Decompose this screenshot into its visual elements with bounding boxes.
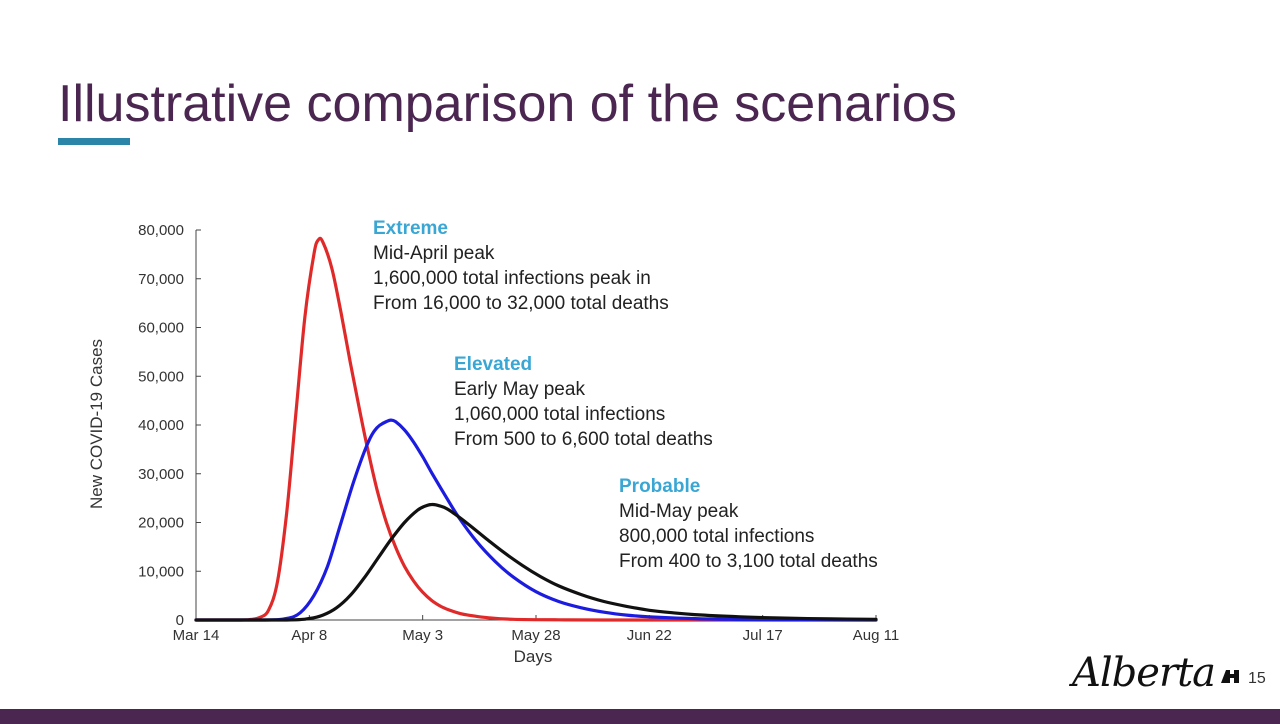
- scenario-line-chart: 0 10,000 20,000 30,000 40,000 50,000 60,000 70,…: [87, 222, 899, 666]
- annotation-elevated-line: 1,060,000 total infections: [454, 404, 666, 425]
- annotation-elevated-line: From 500 to 6,600 total deaths: [454, 429, 713, 450]
- annotation-extreme-line: 1,600,000 total infections peak in: [373, 268, 651, 289]
- x-tick-label: Jul 17: [743, 627, 783, 644]
- x-tick-label: Jun 22: [627, 627, 672, 644]
- annotation-extreme-line: From 16,000 to 32,000 total deaths: [373, 293, 669, 314]
- annotation-probable-title: Probable: [619, 476, 701, 497]
- series-line-extreme: [194, 236, 878, 622]
- y-tick-label: 70,000: [138, 271, 184, 288]
- x-tick-label: Apr 8: [291, 627, 327, 644]
- y-tick-label: 10,000: [138, 563, 184, 580]
- alberta-logo: Alberta: [1072, 648, 1252, 704]
- x-tick-label: May 28: [511, 627, 560, 644]
- annotation-elevated: Elevated Early May peak 1,060,000 total …: [454, 352, 713, 452]
- x-tick-label: Aug 11: [853, 627, 899, 644]
- y-tick-label: 0: [176, 612, 184, 629]
- x-tick-label: Mar 14: [173, 627, 220, 644]
- y-tick-label: 60,000: [138, 320, 184, 337]
- alberta-logo-wordmark: Alberta: [1072, 650, 1216, 696]
- annotation-elevated-title: Elevated: [454, 354, 533, 375]
- series-line-elevated: [194, 418, 878, 622]
- annotation-probable-line: 800,000 total infections: [619, 526, 815, 547]
- y-tick-label: 20,000: [138, 515, 184, 532]
- page-number: 15: [1248, 670, 1266, 687]
- slide-title: Illustrative comparison of the scenarios: [58, 75, 957, 133]
- annotation-extreme-line: Mid-April peak: [373, 243, 495, 264]
- chart-tick-labels: 0 10,000 20,000 30,000 40,000 50,000 60,000 70,…: [138, 222, 899, 644]
- y-tick-label: 50,000: [138, 368, 184, 385]
- series-line-probable: [194, 502, 878, 622]
- title-underline: [58, 138, 130, 145]
- footer-bar: [0, 709, 1280, 724]
- x-axis-label: Days: [514, 647, 553, 666]
- annotation-extreme: Extreme Mid-April peak 1,600,000 total i…: [373, 216, 669, 316]
- annotation-extreme-title: Extreme: [373, 218, 448, 239]
- y-tick-label: 40,000: [138, 417, 184, 434]
- annotation-elevated-line: Early May peak: [454, 379, 585, 400]
- alberta-logo-mark-icon: [1221, 670, 1239, 683]
- x-tick-label: May 3: [402, 627, 443, 644]
- y-axis-label: New COVID-19 Cases: [87, 339, 106, 509]
- y-tick-label: 30,000: [138, 466, 184, 483]
- annotation-probable: Probable Mid-May peak 800,000 total infe…: [619, 474, 878, 574]
- y-tick-label: 80,000: [138, 222, 184, 239]
- annotation-probable-line: From 400 to 3,100 total deaths: [619, 551, 878, 572]
- annotation-probable-line: Mid-May peak: [619, 501, 739, 522]
- chart-series-lines: [194, 236, 878, 622]
